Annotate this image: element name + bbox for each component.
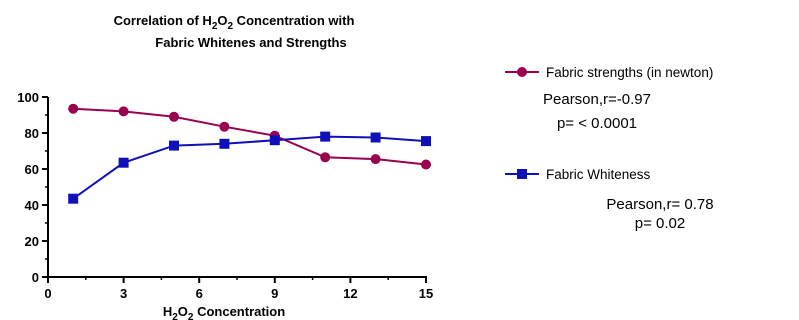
x-tick-label: 12: [343, 286, 357, 301]
data-point: [219, 138, 230, 149]
x-tick-label: 9: [271, 286, 278, 301]
data-point: [421, 159, 431, 170]
data-point: [169, 140, 179, 151]
data-point: [320, 152, 331, 163]
series-line: [72, 135, 427, 200]
series-line: [73, 107, 427, 166]
data-point: [370, 154, 381, 165]
axes: 0 20 40 60 80 100 0 3 6 9 12 15: [17, 90, 433, 301]
data-point: [219, 121, 230, 132]
legend-label: Fabric strengths (in newton): [546, 65, 713, 80]
data-point: [169, 111, 179, 122]
series-layer: [68, 103, 431, 204]
x-tick-label: 6: [196, 286, 203, 301]
legend-swatch-marker: [517, 169, 527, 179]
data-point: [370, 132, 381, 143]
y-tick-label: 80: [25, 126, 39, 141]
legend-label: Fabric Whiteness: [546, 167, 651, 182]
data-point: [68, 103, 79, 114]
series-2: [68, 131, 431, 204]
legend: Fabric strengths (in newton) Pearson,r=-0…: [505, 65, 714, 232]
series-1: [68, 103, 431, 170]
data-point: [118, 157, 129, 168]
p-value-label: p= < 0.0001: [557, 115, 637, 132]
y-tick-label: 0: [32, 270, 39, 285]
p-value-label: p= 0.02: [635, 215, 685, 232]
x-tick-label: 3: [120, 286, 127, 301]
data-point: [320, 131, 331, 142]
legend-swatch-marker: [517, 67, 527, 77]
y-tick-label: 40: [25, 198, 39, 213]
data-point: [269, 135, 280, 146]
y-tick-label: 60: [25, 162, 39, 177]
data-point: [118, 106, 129, 117]
chart-title-line2: Fabric Whitenes and Strengths: [155, 35, 346, 50]
data-point: [68, 193, 79, 204]
x-tick-label: 0: [44, 286, 51, 301]
y-tick-label: 100: [17, 90, 39, 105]
pearson-r-label: Pearson,r= 0.78: [606, 196, 713, 213]
chart-title-line1: Correlation of H2O2 Concentration with: [114, 13, 355, 32]
pearson-r-label: Pearson,r=-0.97: [543, 91, 651, 108]
x-axis-label: H2O2 Concentration: [163, 304, 285, 320]
x-tick-label: 15: [419, 286, 433, 301]
data-point: [421, 136, 431, 147]
y-tick-label: 20: [25, 234, 39, 249]
